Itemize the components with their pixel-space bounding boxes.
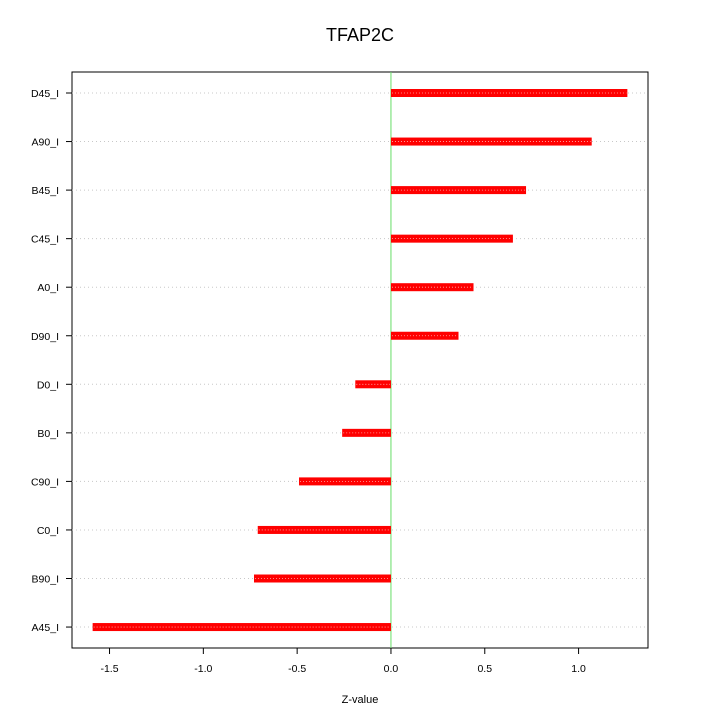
- bar-C90_I: [299, 477, 391, 486]
- x-tick-label-1.0: 1.0: [571, 663, 586, 675]
- y-tick-label-C45_I: C45_I: [31, 234, 59, 246]
- bar-D0_I: [355, 380, 391, 389]
- x-tick-label-0.0: 0.0: [384, 663, 399, 675]
- y-tick-label-D0_I: D0_I: [37, 379, 59, 391]
- x-tick-label--0.5: -0.5: [288, 663, 306, 675]
- bar-B0_I: [342, 428, 391, 437]
- bar-A0_I: [390, 283, 474, 292]
- y-axis: D45_I A90_I B45_I C45_I A0_I D90_I D0_I B0_I C90…: [31, 88, 72, 634]
- bar-D90_I: [390, 331, 459, 340]
- bar-A45_I: [92, 623, 391, 632]
- x-tick-label-0.5: 0.5: [477, 663, 492, 675]
- plot-frame: [71, 71, 649, 649]
- x-tick-label--1.5: -1.5: [100, 663, 118, 675]
- x-axis: -1.5 -1.0 -0.5 0.0 0.5 1.0: [100, 648, 586, 675]
- x-tick-label--1.0: -1.0: [194, 663, 212, 675]
- y-tick-label-B45_I: B45_I: [32, 185, 59, 197]
- y-tick-label-C0_I: C0_I: [37, 525, 59, 537]
- y-tick-label-A90_I: A90_I: [32, 137, 59, 149]
- bar-C0_I: [257, 525, 391, 534]
- x-axis-label: Z-value: [342, 694, 379, 706]
- y-tick-label-C90_I: C90_I: [31, 476, 59, 488]
- chart-title: TFAP2C: [326, 25, 394, 45]
- grid-lines: [72, 92, 648, 628]
- y-tick-label-B0_I: B0_I: [37, 428, 59, 440]
- bar-B90_I: [253, 574, 391, 583]
- y-tick-label-A0_I: A0_I: [37, 282, 59, 294]
- y-tick-label-A45_I: A45_I: [32, 622, 59, 634]
- y-tick-label-D45_I: D45_I: [31, 88, 59, 100]
- y-tick-label-B90_I: B90_I: [32, 574, 59, 586]
- y-tick-label-D90_I: D90_I: [31, 331, 59, 343]
- bars: [92, 89, 628, 632]
- bar-C45_I: [390, 234, 513, 243]
